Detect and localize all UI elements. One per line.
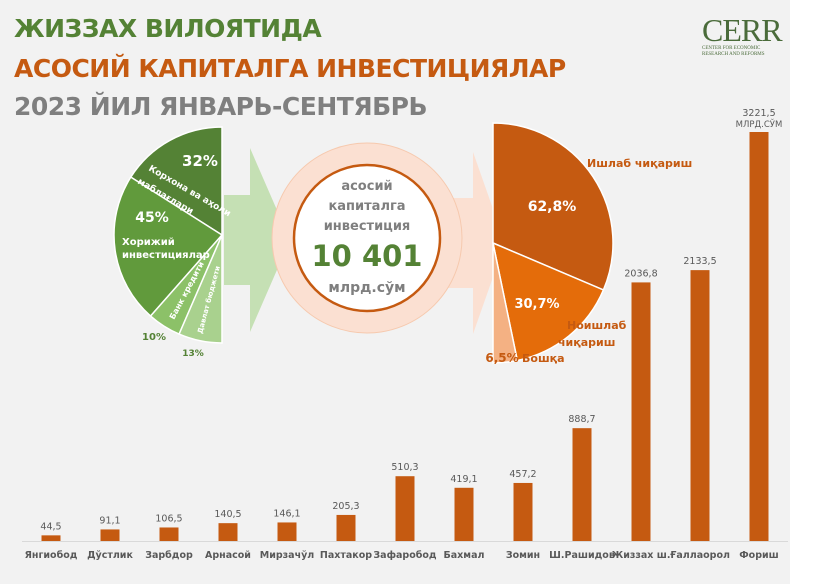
logo-subtitle: Center for Economic Research and Reforms — [702, 46, 765, 57]
bar-2 — [100, 529, 120, 541]
x-tick-label: Бахмал — [444, 550, 485, 561]
bar-value-label: 2133,5 — [683, 256, 716, 267]
x-tick-label: Ғаллаорол — [670, 550, 730, 561]
center-unit: млрд.сўм — [328, 280, 405, 296]
peach-arrow — [447, 152, 505, 334]
pie-category-label: Ишлаб чиқариш — [587, 157, 692, 170]
bar-8 — [454, 487, 474, 541]
bar-12 — [690, 270, 710, 541]
pie-slice-1 — [492, 122, 614, 291]
pie-slice-4 — [178, 234, 223, 344]
title-region: ЖИЗЗАХ ВИЛОЯТИДА — [14, 14, 322, 43]
bar-7 — [395, 476, 415, 541]
bar-10 — [572, 428, 592, 541]
bar-13 — [749, 132, 769, 541]
pie-category-label: Хорижий — [122, 237, 175, 248]
pie-value-label: 10% — [142, 332, 166, 343]
x-tick-label: Арнасой — [205, 550, 251, 561]
investment-structure-pie: 62,8% 30,7% 6,5% Ишлаб чиқариш Ноишлаб чиқари… — [485, 122, 692, 365]
bar-9 — [513, 482, 533, 541]
bar-value-label: 2036,8 — [624, 268, 657, 279]
center-line2: капиталга — [328, 199, 405, 214]
bar-value-label: 457,2 — [509, 469, 536, 480]
logo-name: CERR — [702, 12, 783, 48]
x-tick-label: Зомин — [506, 550, 540, 561]
pie-slice-2 — [113, 176, 224, 318]
bar-value-label: 140,5 — [214, 509, 241, 520]
x-tick-label: Фориш — [739, 550, 779, 561]
center-line3: инвестиция — [324, 219, 411, 234]
bar-value-label: 419,1 — [450, 474, 477, 485]
x-tick-label: Ш.Рашидов — [549, 550, 615, 561]
bar-value-label: 510,3 — [391, 462, 418, 473]
x-tick-label: Мирзачўл — [260, 550, 315, 561]
cerr-logo: CERR Center for Economic Research and Re… — [702, 12, 783, 58]
pie-value-label: 62,8% — [528, 199, 577, 215]
bar-value-label: 205,3 — [332, 501, 359, 512]
pie-value-label: 13% — [182, 349, 204, 359]
pie-value-label: 30,7% — [514, 297, 559, 312]
x-tick-label: Зафаробод — [373, 550, 436, 561]
green-arrow — [226, 148, 290, 332]
bar-11 — [631, 282, 651, 541]
bar-unit-label: МЛРД.СЎМ — [736, 118, 783, 130]
pie-slice-1 — [129, 126, 223, 237]
district-bar-chart: 44,5 Янгиобод 91,1 Дўстлик 106,5 Зарбдор 140,5… — [22, 108, 788, 561]
bar-6 — [336, 514, 356, 541]
title-subject: АСОСИЙ КАПИТАЛГА ИНВЕСТИЦИЯЛАР — [14, 54, 566, 83]
x-tick-label: Дўстлик — [87, 550, 133, 561]
center-line1: асосий — [341, 179, 392, 194]
pie-value-label: 32% — [182, 152, 218, 170]
x-tick-label: Зарбдор — [145, 550, 193, 561]
bar-value-label: 3221,5 — [742, 108, 775, 119]
bar-value-label: 888,7 — [568, 414, 595, 425]
bar-value-label: 44,5 — [40, 521, 61, 532]
center-total: 10 401 — [312, 239, 423, 273]
pie-category-label: Ноишлаб — [567, 319, 627, 332]
pie-slice-2 — [491, 241, 605, 362]
center-inner-circle — [292, 163, 442, 313]
pie-category-label: инвестициялар — [122, 250, 210, 261]
bar-3 — [159, 527, 179, 541]
bar-value-label: 146,1 — [273, 508, 300, 519]
pie-category-label: Бошқа — [522, 352, 565, 365]
x-tick-label: Янгиобод — [25, 550, 78, 561]
pie-slice-3 — [492, 242, 519, 364]
pie-category-label: чиқариш — [558, 336, 615, 349]
pie-value-label: 45% — [135, 210, 169, 226]
bar-value-label: 91,1 — [99, 515, 120, 526]
pie-value-label: 6,5% — [485, 351, 518, 365]
title-period: 2023 ЙИЛ ЯНВАРЬ-СЕНТЯБРЬ — [14, 92, 428, 121]
x-tick-label: Пахтакор — [320, 550, 372, 561]
bar-4 — [218, 523, 238, 541]
x-tick-label: Жиззах ш. — [612, 550, 671, 561]
green-arrow-tail — [224, 195, 227, 285]
bar-1 — [41, 535, 61, 541]
funding-sources-pie: 32%45%10%13%Корхона ва аҳолимаблағлариХо… — [113, 126, 232, 359]
bar-value-label: 106,5 — [155, 513, 182, 524]
bar-5 — [277, 522, 297, 541]
